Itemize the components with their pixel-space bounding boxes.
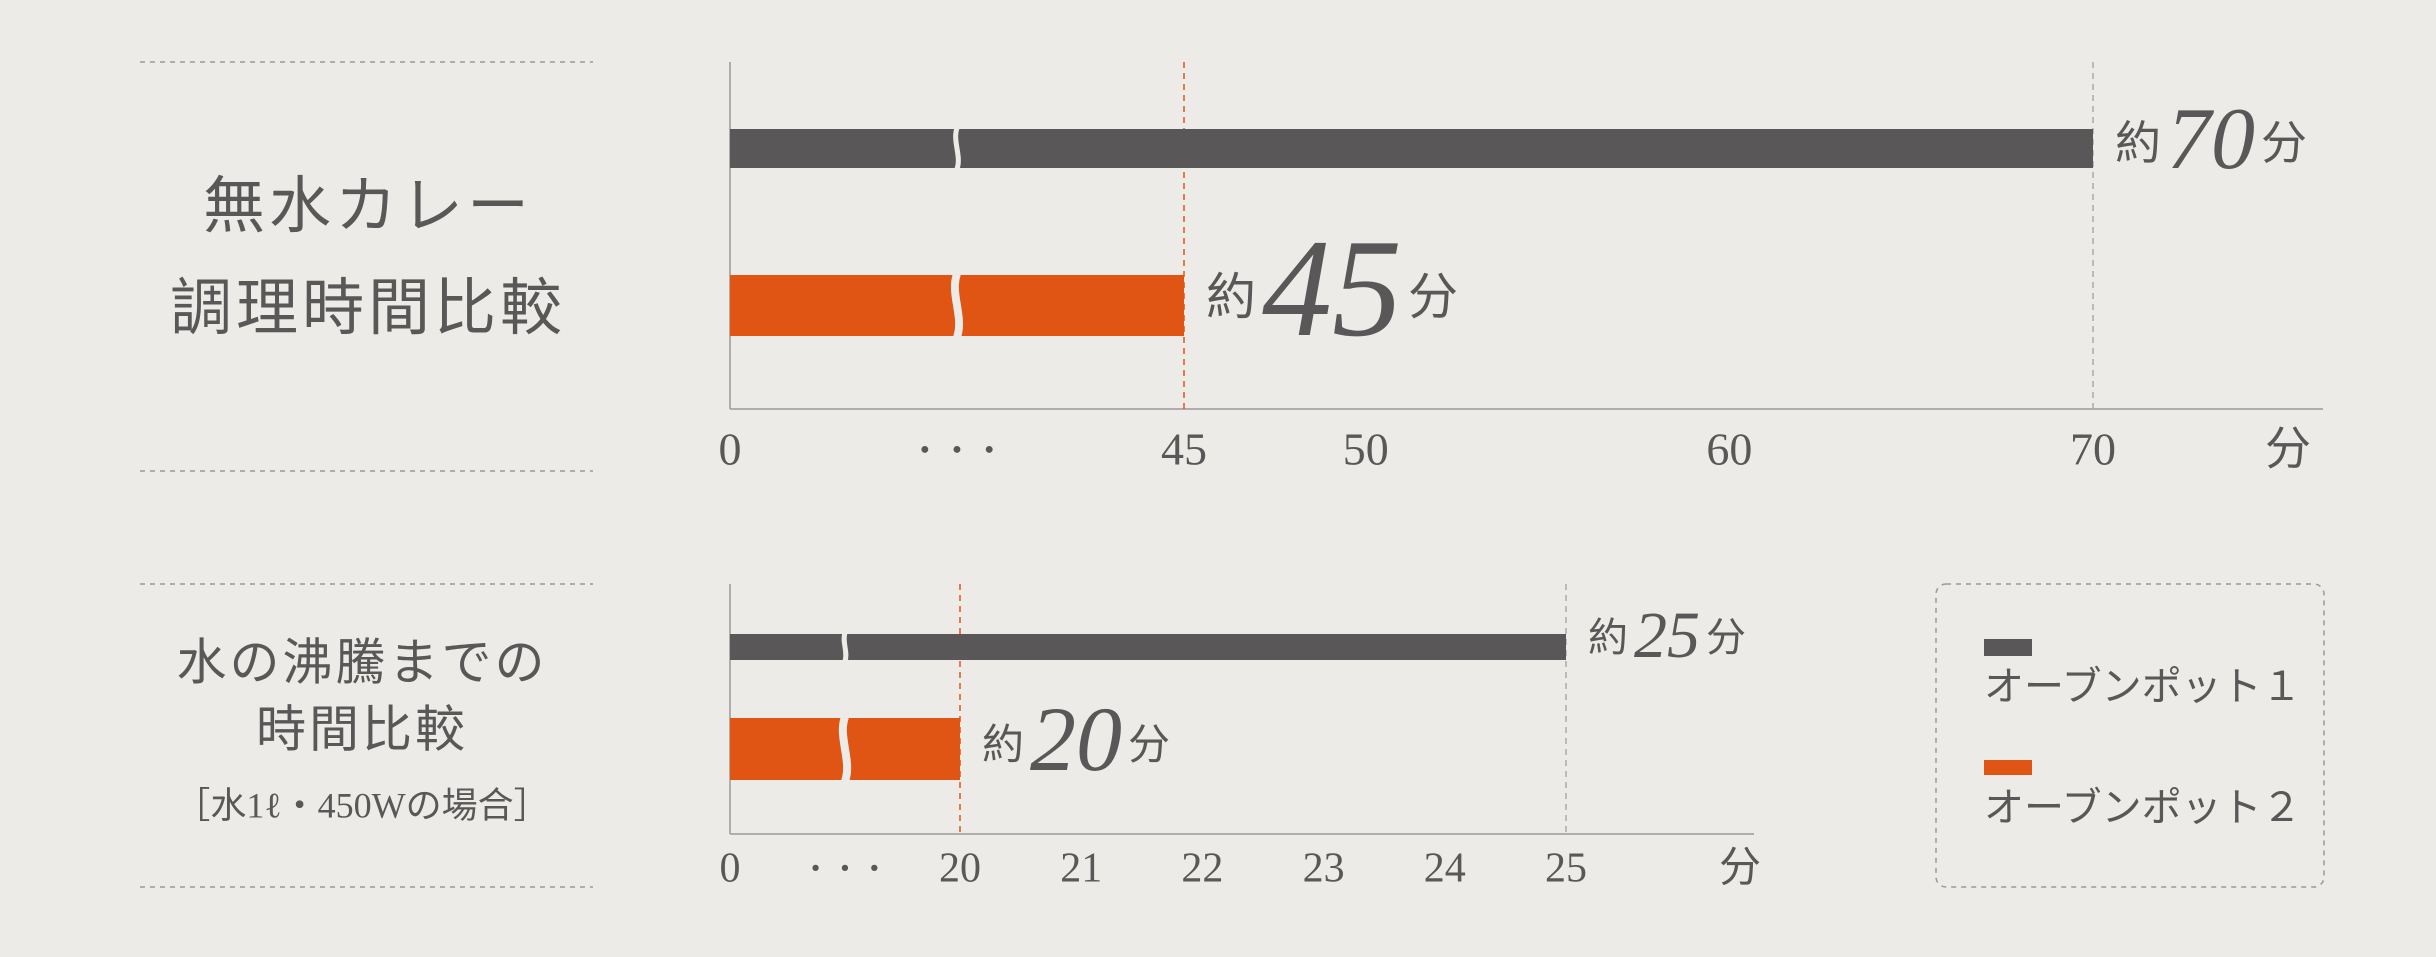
axis-break-label: ・・・ [801,854,889,886]
x-tick-label: 60 [1706,424,1752,475]
bar [730,129,2093,168]
value-label: 約70 分 [2115,91,2307,188]
value-prefix: 約 [1206,269,1256,325]
legend-box [1935,583,2325,888]
value-number: 70 [2167,91,2255,188]
legend-swatch [1984,760,2032,775]
value-prefix: 約 [2115,118,2161,169]
chart-title: 水の沸騰までの [177,634,548,690]
value-number: 20 [1030,688,1122,790]
value-suffix: 分 [2261,118,2307,169]
x-axis-label: 分 [1719,846,1761,892]
x-tick-label: 0 [719,424,742,475]
x-tick-label: 22 [1181,846,1223,892]
x-axis-label: 分 [2265,424,2311,475]
axis-break-label: ・・・ [909,432,1006,468]
bar-break [950,272,964,339]
value-suffix: 分 [1128,723,1170,769]
bar-break [841,632,849,662]
chart-title: 無水カレー [203,173,533,241]
bar-break [953,127,961,170]
value-prefix: 約 [1588,615,1628,660]
x-tick-label: 45 [1161,424,1207,475]
chart-subtitle: ［水1ℓ・450Wの場合］ [174,785,549,825]
value-number: 25 [1634,599,1700,672]
value-suffix: 分 [1706,615,1746,660]
x-tick-label: 24 [1424,846,1466,892]
value-suffix: 分 [1408,269,1458,325]
legend-label: オーブンポット１ [1984,664,2302,709]
legend-swatch [1984,639,2032,656]
x-tick-label: 25 [1545,846,1587,892]
x-tick-label: 0 [720,846,741,892]
x-tick-label: 50 [1343,424,1389,475]
chart-title: 調理時間比較 [170,275,566,343]
value-label: 約25 分 [1588,599,1746,672]
x-tick-label: 20 [939,846,981,892]
chart-title: 時間比較 [256,701,468,757]
x-tick-label: 23 [1303,846,1345,892]
x-tick-label: 70 [2070,424,2116,475]
value-label: 約45 分 [1206,211,1458,366]
value-label: 約20 分 [982,688,1170,790]
legend-label: オーブンポット２ [1984,785,2302,830]
x-tick-label: 21 [1060,846,1102,892]
bar-break [838,715,852,783]
value-prefix: 約 [982,723,1024,769]
value-number: 45 [1262,211,1402,366]
bar [730,634,1566,660]
